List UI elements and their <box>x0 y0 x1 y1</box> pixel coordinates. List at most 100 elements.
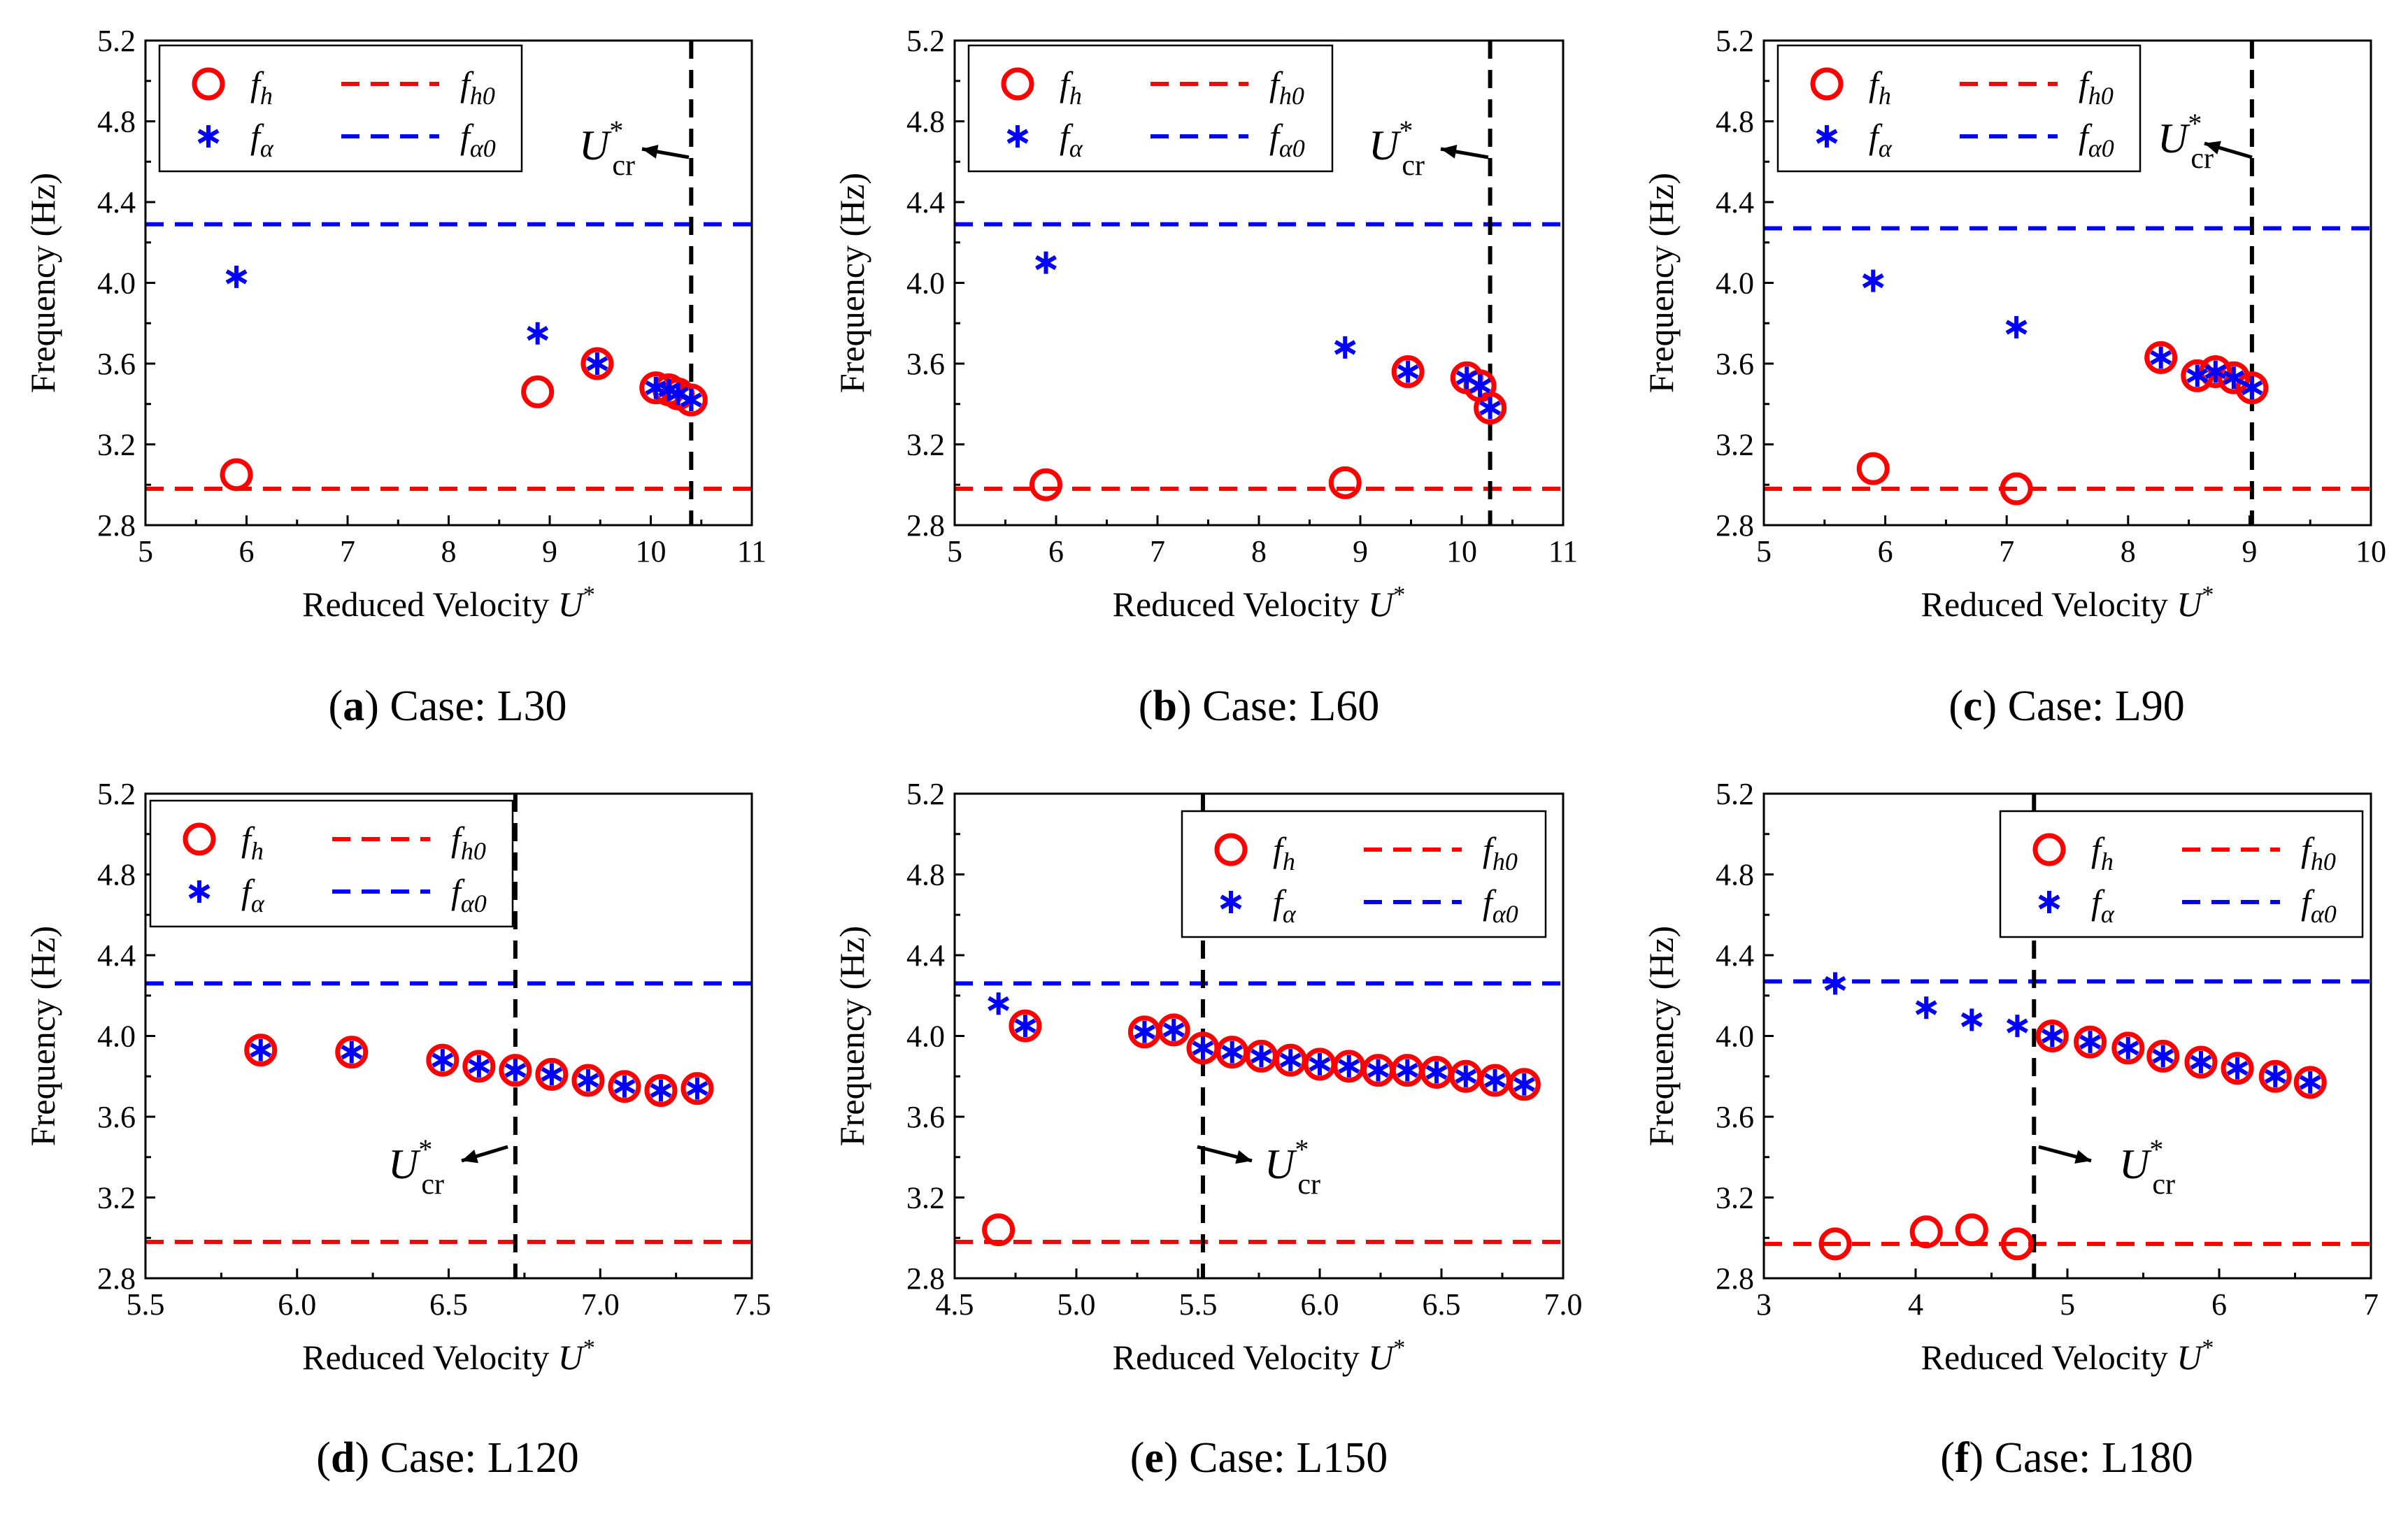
y-axis-label: Frequency (Hz) <box>23 173 62 393</box>
fa-point <box>1479 396 1502 420</box>
chart-panel-f: 3 4 5 6 7 2.8 3.2 3.6 4.0 4.4 4.8 5.2 Reduced Veloci… <box>1641 777 2379 1482</box>
fa-point-stroke <box>1338 1059 1360 1074</box>
fa-point <box>1309 1052 1331 1075</box>
fa-point-stroke <box>1862 273 1884 289</box>
fa-point <box>2041 1024 2063 1047</box>
fa-point-stroke <box>2299 1075 2321 1090</box>
fa-point-stroke <box>432 1052 454 1068</box>
ucr-arrow-head <box>2074 1150 2091 1164</box>
fa-point-stroke <box>2005 320 2028 335</box>
ucr-arrow-head <box>2204 141 2221 155</box>
caption-letter: f <box>1955 1434 1970 1482</box>
y-tick-label: 3.6 <box>97 347 136 381</box>
y-tick-label: 3.6 <box>97 1100 136 1134</box>
x-tick-label: 5 <box>138 534 153 569</box>
x-tick-label: 6.5 <box>1423 1287 1461 1322</box>
legend-fh0-sub: h0 <box>2088 82 2114 110</box>
legend-fa-sub: α <box>251 889 265 917</box>
fa-point-stroke <box>2223 370 2245 385</box>
fa-point-stroke <box>586 356 608 371</box>
ucr-label-sub: cr <box>1297 1168 1320 1201</box>
y-tick-label: 3.2 <box>906 428 945 462</box>
x-tick-label: 11 <box>1548 534 1578 569</box>
panel-caption: (a) Case: L30 <box>329 682 567 730</box>
fa-point-stroke <box>2241 380 2263 396</box>
fa-point <box>1338 1054 1360 1078</box>
fa-point <box>2006 1015 2028 1038</box>
legend-fh-sub: h <box>251 837 264 865</box>
y-tick-label: 4.0 <box>97 266 136 301</box>
x-axis-label: Reduced Velocity U* <box>1113 1335 1406 1377</box>
x-tick-label: 7 <box>1999 534 2014 569</box>
x-tick-label: 6.0 <box>278 1287 316 1322</box>
fa-point-stroke <box>2186 368 2209 383</box>
fh-point <box>580 347 614 380</box>
fh-point <box>2184 1045 2218 1079</box>
x-tick-label: 5.5 <box>127 1287 165 1322</box>
x-axis-label-var: U <box>1368 1338 1395 1377</box>
fa-point <box>1396 1059 1418 1082</box>
fa-point-stroke <box>2079 1034 2101 1050</box>
fa-point-stroke <box>2204 364 2227 380</box>
y-tick-label: 4.8 <box>1716 105 1754 139</box>
fa-point <box>250 1038 272 1061</box>
caption-open-paren: ( <box>329 682 343 730</box>
fa-point-stroke <box>1334 340 1356 355</box>
fa-point-stroke <box>1824 975 1846 992</box>
caption-letter: e <box>1144 1434 1164 1482</box>
panel-caption: (b) Case: L60 <box>1139 682 1379 730</box>
caption-text: ) Case: L120 <box>355 1434 578 1482</box>
x-tick-label: 8 <box>2121 534 2136 569</box>
fh-point <box>220 458 253 492</box>
fh-point <box>2146 1039 2180 1073</box>
ucr-label-sup: * <box>1295 1134 1309 1165</box>
legend-box <box>149 799 514 928</box>
fa-point <box>2190 1051 2212 1074</box>
y-tick-label: 4.4 <box>97 185 136 220</box>
fa-point <box>1824 972 1846 995</box>
x-tick-label: 5 <box>1756 534 1772 569</box>
ucr-label: U* cr <box>2158 108 2214 175</box>
legend-fa-sub: α <box>260 134 274 162</box>
fa-point <box>341 1041 363 1064</box>
fh-point <box>1009 1009 1042 1043</box>
fa-point <box>1367 1059 1389 1082</box>
legend-box <box>1999 810 2364 938</box>
x-tick-label: 7 <box>340 534 355 569</box>
legend-fh-sub: h <box>2101 848 2114 875</box>
fa-point <box>1469 374 1491 397</box>
panel-caption: (e) Case: L150 <box>1130 1434 1388 1482</box>
fa-point-stroke <box>1397 364 1419 380</box>
fh-point <box>244 1034 278 1067</box>
x-axis-label-sup: * <box>1393 582 1405 608</box>
fa-point-stroke <box>667 386 689 401</box>
fh-point <box>2074 1025 2107 1059</box>
fa-point <box>1220 891 1242 913</box>
caption-text: ) Case: L180 <box>1969 1434 2193 1482</box>
ucr-label: U* cr <box>388 1134 444 1201</box>
chart-panel-c: 5 6 7 8 9 10 2.8 3.2 3.6 4.0 4.4 4.8 5.2 Reduced Velo… <box>1641 24 2386 730</box>
legend-fa0-sub: α0 <box>2311 900 2337 928</box>
fa-point <box>504 1059 527 1082</box>
y-tick-label: 2.8 <box>97 508 136 543</box>
fh-point <box>1001 67 1034 101</box>
fa-point-stroke <box>2041 1028 2063 1044</box>
x-axis-label: Reduced Velocity U* <box>302 1335 595 1377</box>
fa-point <box>197 125 220 148</box>
fa-point-stroke <box>2226 1061 2249 1076</box>
legend-fh0-sub: h0 <box>1279 82 1304 110</box>
legend-fh0-sub: h0 <box>461 837 486 865</box>
ucr-label: U* cr <box>2119 1134 2175 1201</box>
fa-point <box>527 322 549 345</box>
fh-point <box>2000 1227 2034 1261</box>
fa-point <box>2264 1065 2286 1088</box>
y-tick-label: 5.2 <box>906 24 945 58</box>
panel-caption: (c) Case: L90 <box>1949 682 2184 730</box>
ucr-arrow-head <box>1441 144 1458 159</box>
fa-point <box>686 1077 708 1100</box>
fa-point <box>1455 1065 1477 1088</box>
y-axis-label: Frequency (Hz) <box>1641 926 1681 1146</box>
fa-point-stroke <box>1014 1018 1036 1034</box>
x-tick-label: 10 <box>636 534 667 569</box>
